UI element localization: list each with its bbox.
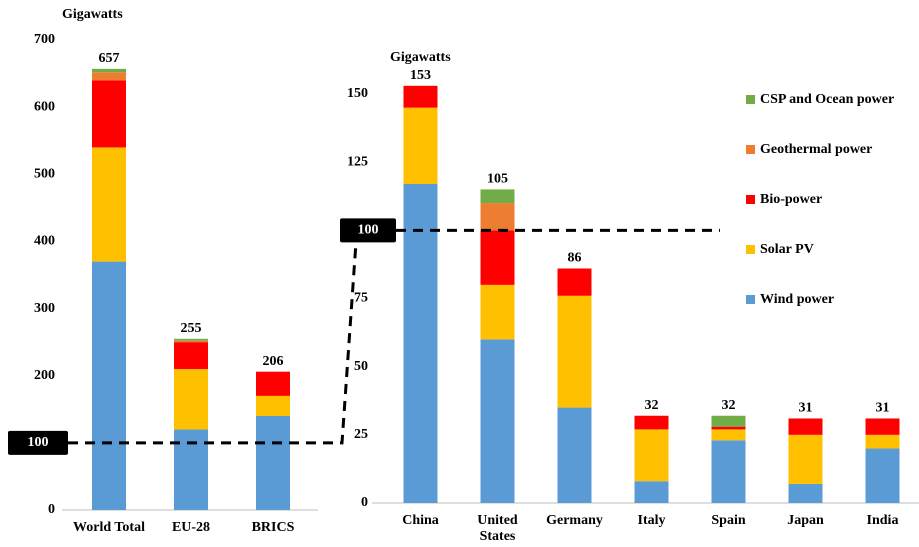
legend-swatch — [746, 295, 755, 304]
bar-segment — [92, 261, 126, 510]
bar-segment — [256, 371, 290, 396]
callout-box — [8, 430, 68, 455]
bar-segment — [92, 72, 126, 81]
total-label: 153 — [410, 68, 431, 83]
total-label: 32 — [722, 398, 736, 413]
total-label: 105 — [487, 172, 508, 187]
y-tick-label: 125 — [347, 154, 368, 169]
bar-segment — [480, 230, 515, 285]
bar-segment — [480, 339, 515, 503]
callout-box — [340, 218, 396, 243]
y-tick-label: 0 — [48, 502, 55, 517]
x-tick-label: BRICS — [251, 520, 295, 535]
bar-segment — [634, 415, 669, 430]
legend-label: Geothermal power — [760, 142, 872, 157]
bar-segment — [174, 342, 208, 369]
y-tick-label: 400 — [34, 234, 55, 249]
y-tick-label: 50 — [354, 359, 368, 374]
bar-segment — [256, 416, 290, 510]
x-tick-label: India — [866, 513, 899, 528]
bar-segment — [256, 395, 290, 416]
total-label: 32 — [645, 398, 659, 413]
legend-label: Solar PV — [760, 242, 814, 257]
total-label: 206 — [263, 354, 284, 369]
total-label: 31 — [799, 401, 813, 416]
x-tick-label: EU-28 — [171, 520, 211, 535]
callout-label: 100 — [358, 223, 379, 238]
bar-segment — [711, 415, 746, 427]
bar-segment — [403, 107, 438, 184]
x-tick-label: World Total — [73, 520, 145, 535]
y-tick-label: 0 — [361, 495, 368, 510]
bar-segment — [403, 85, 438, 108]
bar-segment — [788, 483, 823, 503]
x-tick-label: Germany — [546, 513, 603, 528]
y-tick-label: 200 — [34, 368, 55, 383]
legend-label: CSP and Ocean power — [760, 92, 894, 107]
y-tick-label: 25 — [354, 427, 368, 442]
legend-swatch — [746, 145, 755, 154]
bar-segment — [174, 338, 208, 341]
x-tick-label: Spain — [711, 513, 746, 528]
y-tick-label: 75 — [354, 291, 368, 306]
bar-segment — [557, 407, 592, 503]
callout-label: 100 — [28, 435, 49, 450]
x-tick-label: Japan — [787, 513, 824, 528]
bar-segment — [711, 426, 746, 430]
total-label: 255 — [181, 321, 202, 336]
axis-title: Gigawatts — [62, 7, 123, 22]
bar-segment — [865, 434, 900, 449]
y-tick-label: 600 — [34, 99, 55, 114]
bar-segment — [865, 448, 900, 503]
bar-segment — [711, 440, 746, 503]
total-label: 31 — [876, 401, 890, 416]
bar-segment — [92, 80, 126, 148]
legend-label: Wind power — [760, 292, 834, 307]
y-tick-label: 300 — [34, 301, 55, 316]
bar-segment — [174, 340, 208, 343]
x-tick-label: China — [402, 513, 439, 528]
y-tick-label: 500 — [34, 167, 55, 182]
bar-segment — [557, 268, 592, 296]
bar-segment — [634, 429, 669, 482]
y-tick-label: 700 — [34, 32, 55, 47]
legend-swatch — [746, 245, 755, 254]
bar-segment — [634, 481, 669, 503]
bar-segment — [92, 68, 126, 73]
bar-segment — [174, 369, 208, 430]
bar-segment — [403, 183, 438, 504]
legend-swatch — [746, 95, 755, 104]
bar-segment — [92, 147, 126, 262]
bar-segment — [480, 284, 515, 340]
bar-segment — [711, 429, 746, 441]
total-label: 657 — [99, 51, 120, 66]
reference-line — [68, 242, 358, 445]
x-tick-label: United States — [477, 513, 518, 544]
bar-segment — [480, 203, 515, 231]
bar-segment — [865, 418, 900, 435]
x-tick-label: Italy — [637, 513, 666, 528]
total-label: 86 — [568, 251, 582, 266]
legend-swatch — [746, 195, 755, 204]
bar-segment — [557, 295, 592, 408]
legend-label: Bio-power — [760, 192, 822, 207]
axis-title: Gigawatts — [390, 50, 451, 65]
bar-segment — [480, 189, 515, 204]
bar-segment — [788, 418, 823, 435]
y-tick-label: 150 — [347, 86, 368, 101]
bar-segment — [788, 434, 823, 484]
